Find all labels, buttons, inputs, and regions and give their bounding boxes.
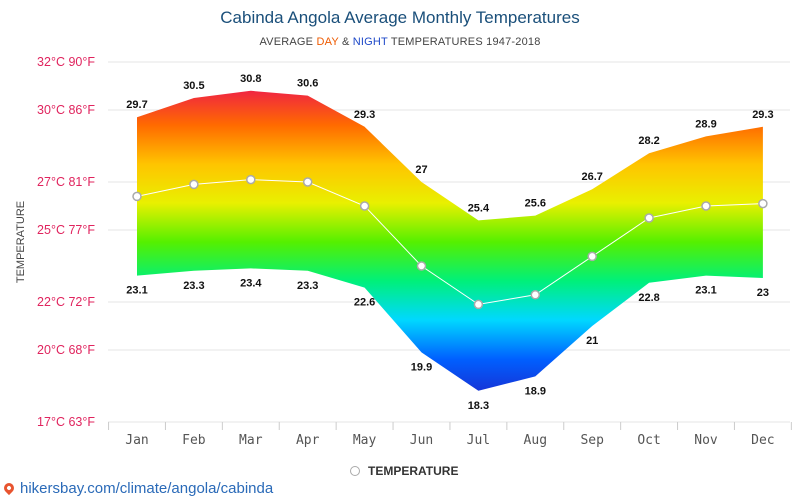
average-point-marker: [644, 213, 654, 223]
location-pin-icon: [1, 480, 17, 495]
chart-title: Cabinda Angola Average Monthly Temperatu…: [220, 8, 580, 27]
night-value-label: 22.6: [354, 297, 375, 309]
night-value-label: 23.3: [183, 280, 204, 292]
x-tick-label: Apr: [296, 433, 320, 448]
temperature-band-area: [137, 90, 763, 391]
night-value-label: 18.9: [525, 385, 546, 397]
night-value-label: 23.4: [240, 277, 262, 289]
x-tick-label: Jun: [410, 433, 433, 448]
average-point-marker: [758, 198, 768, 209]
y-tick-label: 32°C 90°F: [37, 55, 95, 69]
average-point-marker: [530, 290, 541, 300]
night-value-label: 21: [586, 335, 598, 347]
day-value-label: 30.5: [183, 80, 204, 92]
subtitle-night: NIGHT: [352, 36, 388, 48]
night-value-label: 23.3: [297, 280, 318, 292]
night-value-label: 23.1: [695, 285, 716, 297]
average-point-marker: [302, 177, 313, 187]
average-point-marker: [189, 179, 199, 190]
chart-legend[interactable]: TEMPERATURE: [350, 464, 458, 478]
legend-label: TEMPERATURE: [368, 464, 459, 478]
footer-link[interactable]: hikersbay.com/climate/angola/cabinda: [1, 480, 274, 497]
x-tick-label: Sep: [580, 433, 604, 448]
average-point-marker: [587, 251, 597, 262]
legend-marker-icon: [350, 466, 360, 476]
footer-url[interactable]: hikersbay.com/climate/angola/cabinda: [20, 480, 274, 497]
day-value-label: 25.4: [468, 202, 490, 214]
x-tick-label: May: [353, 433, 377, 448]
y-tick-label: 30°C 86°F: [37, 103, 95, 117]
day-value-label: 27: [415, 164, 427, 176]
y-tick-label: 27°C 81°F: [37, 175, 95, 189]
day-value-label: 26.7: [581, 171, 602, 183]
x-tick-label: Jan: [125, 433, 148, 448]
y-tick-label: 20°C 68°F: [37, 343, 95, 357]
x-tick-label: Oct: [637, 433, 660, 448]
x-tick-label: Dec: [751, 433, 774, 448]
day-value-label: 25.6: [525, 198, 546, 210]
chart-subtitle: AVERAGE DAY & NIGHT TEMPERATURES 1947-20…: [0, 36, 800, 48]
subtitle-prefix: AVERAGE: [259, 36, 317, 48]
day-value-label: 29.3: [752, 109, 773, 121]
y-tick-label: 22°C 72°F: [37, 295, 95, 309]
y-tick-label: 17°C 63°F: [37, 415, 95, 429]
subtitle-amp: &: [338, 36, 353, 48]
y-tick-label: 25°C 77°F: [37, 223, 95, 237]
night-value-label: 19.9: [411, 361, 432, 373]
average-point-marker: [132, 191, 142, 202]
day-value-label: 30.6: [297, 78, 318, 90]
x-tick-label: Mar: [239, 433, 263, 448]
day-value-label: 29.7: [126, 99, 147, 111]
day-value-label: 28.9: [695, 118, 716, 130]
subtitle-suffix: TEMPERATURES 1947-2018: [387, 36, 541, 48]
x-tick-label: Feb: [182, 433, 206, 448]
average-point-marker: [246, 174, 256, 185]
subtitle-day: DAY: [316, 36, 339, 48]
night-value-label: 23.1: [126, 285, 147, 297]
average-temperature-line: [136, 179, 763, 305]
y-axis-label: TEMPERATURE: [15, 201, 27, 283]
night-value-label: 18.3: [468, 400, 489, 412]
x-tick-label: Aug: [524, 433, 547, 448]
day-value-label: 29.3: [354, 109, 375, 121]
average-point-marker: [473, 299, 484, 310]
day-value-label: 28.2: [638, 135, 659, 147]
day-value-label: 30.8: [240, 73, 261, 85]
x-tick-label: Jul: [467, 433, 490, 448]
x-tick-label: Nov: [694, 433, 718, 448]
night-value-label: 23: [757, 287, 769, 299]
average-point-marker: [359, 201, 370, 211]
average-point-marker: [701, 201, 711, 211]
average-point-marker: [416, 261, 427, 271]
night-value-label: 22.8: [638, 292, 659, 304]
